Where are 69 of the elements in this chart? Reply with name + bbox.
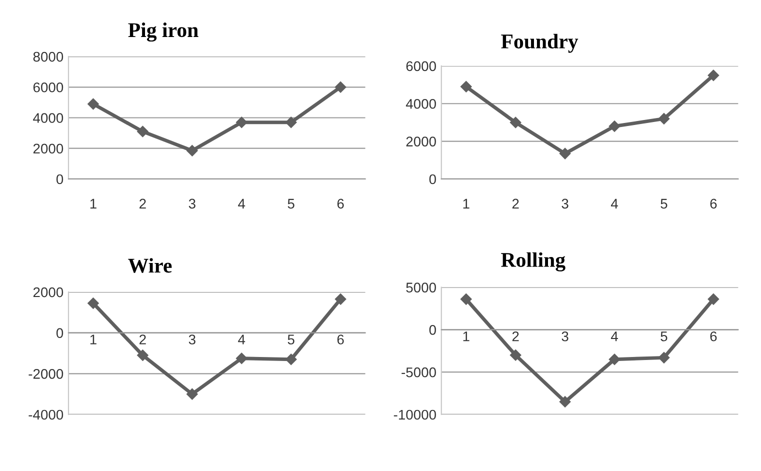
- y-tick-label: -2000: [28, 368, 64, 379]
- x-tick-label: 2: [512, 198, 519, 208]
- point: [460, 294, 472, 305]
- point: [559, 148, 571, 160]
- x-tick-label: 5: [660, 198, 668, 209]
- x-tick-label: 5: [288, 198, 294, 209]
- x-tick-label: 4: [238, 198, 246, 208]
- x-tick-label: 3: [188, 334, 196, 344]
- y-tick-label: 4000: [406, 98, 436, 109]
- x-tick-label: 5: [660, 332, 668, 342]
- point: [334, 294, 346, 305]
- y-tick-label: 2000: [33, 287, 64, 298]
- x-tick-label: 4: [610, 198, 618, 208]
- x-tick-label: 5: [288, 334, 294, 344]
- y-tick-label: 6000: [406, 61, 436, 72]
- point: [510, 350, 522, 361]
- point: [88, 98, 99, 110]
- x-tick-label: 4: [238, 334, 246, 344]
- y-tick-label: -5000: [402, 367, 436, 378]
- x-tick-label: 3: [562, 331, 568, 342]
- y-tick-label: 2000: [406, 136, 436, 146]
- point: [88, 298, 99, 309]
- point: [186, 145, 198, 156]
- x-tick-label: 2: [140, 198, 146, 208]
- point: [608, 354, 620, 365]
- x-tick-label: 3: [562, 198, 568, 209]
- point: [708, 70, 720, 81]
- x-tick-label: 2: [512, 331, 519, 342]
- point: [510, 116, 522, 128]
- point: [559, 396, 571, 408]
- y-tick-label: 6000: [33, 82, 64, 92]
- x-tick-label: 1: [90, 334, 96, 344]
- chart-title: Rolling: [501, 252, 566, 272]
- y-tick-label: 5000: [406, 282, 436, 292]
- x-tick-label: 6: [337, 198, 344, 209]
- point: [608, 120, 620, 132]
- y-tick-label: 0: [429, 325, 436, 335]
- x-tick-label: 2: [140, 334, 146, 344]
- y-tick-label: 4000: [33, 113, 64, 123]
- y-tick-label: 2000: [33, 144, 64, 154]
- chart-title: Pig iron: [128, 22, 198, 42]
- point: [334, 82, 346, 93]
- y-tick-label: 0: [429, 174, 436, 184]
- x-tick-label: 1: [463, 198, 470, 208]
- y-tick-label: 0: [56, 328, 64, 338]
- point: [708, 294, 720, 305]
- point: [236, 116, 248, 128]
- point: [285, 354, 297, 365]
- point: [460, 81, 472, 92]
- x-tick-label: 3: [188, 198, 196, 209]
- x-tick-label: 6: [337, 334, 344, 344]
- x-tick-label: 1: [90, 198, 96, 208]
- point: [658, 113, 670, 124]
- point: [137, 126, 148, 138]
- point: [186, 388, 198, 400]
- y-tick-label: 0: [56, 174, 64, 184]
- y-tick-label: -10000: [394, 410, 436, 420]
- x-tick-label: 1: [463, 332, 470, 342]
- y-tick-label: 8000: [33, 52, 64, 62]
- point: [137, 350, 148, 361]
- point: [658, 352, 670, 364]
- chart-title: Foundry: [501, 34, 578, 53]
- point: [236, 352, 248, 364]
- chart-title: Wire: [128, 258, 172, 273]
- x-tick-label: 6: [710, 331, 717, 342]
- x-tick-label: 4: [610, 332, 618, 342]
- x-tick-label: 6: [710, 198, 717, 209]
- y-tick-label: -4000: [28, 410, 64, 420]
- point: [285, 116, 297, 128]
